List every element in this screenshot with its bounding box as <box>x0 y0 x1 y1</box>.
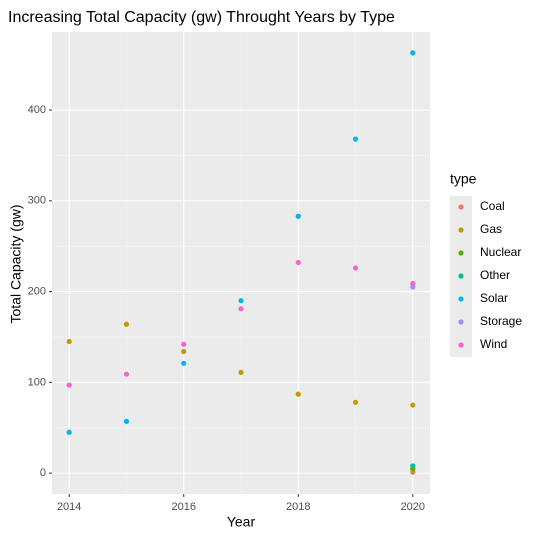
point <box>123 371 130 377</box>
x-tick-label: 2018 <box>286 501 310 513</box>
point <box>238 306 244 312</box>
point <box>410 284 416 290</box>
x-tick-label: 2016 <box>171 501 195 513</box>
x-tick-label: 2020 <box>401 501 425 513</box>
point <box>238 369 244 375</box>
point <box>352 136 359 142</box>
point <box>66 382 72 388</box>
chart-title: Increasing Total Capacity (gw) Throught … <box>8 9 395 26</box>
y-tick-label: 200 <box>28 285 46 297</box>
legend-label: Gas <box>480 222 502 236</box>
legend-marker <box>458 227 464 233</box>
point <box>410 280 416 287</box>
point <box>410 463 416 469</box>
point <box>181 348 187 355</box>
point <box>181 360 187 366</box>
legend-marker <box>458 342 464 348</box>
point <box>352 399 359 405</box>
point <box>181 341 187 347</box>
legend-marker <box>458 296 464 302</box>
y-tick-label: 0 <box>40 467 46 479</box>
legend-marker <box>458 273 464 279</box>
point <box>295 259 301 266</box>
point <box>123 418 130 424</box>
legend-label: Storage <box>480 314 522 328</box>
legend-label: Solar <box>480 291 508 305</box>
point <box>352 265 359 271</box>
y-tick-label: 100 <box>28 376 46 388</box>
legend-title: type <box>450 171 477 187</box>
point <box>295 213 301 219</box>
point <box>66 338 72 345</box>
legend-label: Nuclear <box>480 245 521 259</box>
point <box>123 321 130 327</box>
point <box>295 391 301 397</box>
legend-label: Coal <box>480 199 505 213</box>
point <box>410 50 416 56</box>
point <box>410 402 416 408</box>
point <box>238 298 244 304</box>
x-axis-title: Year <box>227 514 256 530</box>
y-tick-label: 400 <box>28 104 46 116</box>
legend-marker <box>458 204 464 210</box>
y-tick-label: 300 <box>28 195 46 207</box>
legend-marker <box>458 319 464 325</box>
legend-label: Other <box>480 268 510 282</box>
y-axis-title: Total Capacity (gw) <box>8 204 24 323</box>
point <box>66 429 72 435</box>
x-tick-label: 2014 <box>57 501 81 513</box>
legend-label: Wind <box>480 337 507 351</box>
legend-marker <box>458 250 464 256</box>
